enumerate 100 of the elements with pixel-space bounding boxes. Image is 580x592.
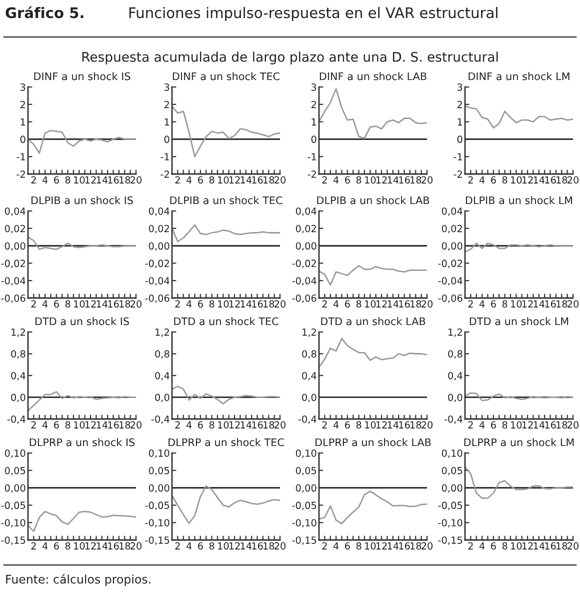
text: Funciones impulso-respuesta en el VAR estructural	[129, 6, 498, 22]
x-tick-label: 10	[365, 421, 376, 429]
y-tick-label: 0	[164, 136, 170, 144]
x-tick-label: 10	[511, 421, 522, 429]
x-tick-label: 2	[175, 176, 180, 184]
x-tick-label: 6	[345, 421, 350, 429]
x-tick-label: 6	[345, 300, 350, 308]
x-tick-label: 6	[54, 421, 59, 429]
x-tick-label: 6	[198, 542, 203, 550]
y-tick-label: 1	[312, 118, 316, 126]
x-tick-label: 12	[376, 300, 387, 308]
x-tick-label: 10	[218, 542, 229, 550]
y-tick-label: -1	[454, 153, 462, 160]
y-tick-label: 0,0	[11, 394, 26, 402]
chart-title: DLPIB a un shock LAB	[317, 196, 430, 204]
x-tick-label: 16	[108, 542, 119, 550]
x-tick-label: 14	[240, 176, 252, 184]
x-tick-label: 16	[252, 421, 263, 429]
y-tick-label: 0,8	[11, 350, 26, 359]
y-tick-label: -0,15	[438, 536, 462, 545]
y-tick-label: -0,10	[292, 519, 316, 528]
x-tick-label: 8	[209, 300, 214, 308]
x-tick-label: 18	[410, 542, 422, 550]
x-tick-label: 16	[399, 300, 410, 308]
x-tick-label: 8	[65, 300, 70, 308]
y-tick-label: -0,15	[292, 536, 316, 545]
y-tick-label: 0,00	[148, 242, 170, 251]
text: Gráfico 5.	[6, 6, 84, 18]
x-tick-label: 10	[218, 300, 229, 308]
y-tick-label: 0	[457, 136, 462, 144]
x-tick-label: 6	[491, 421, 496, 429]
y-tick-label: -0,06	[438, 294, 462, 303]
y-tick-label: -0,10	[1, 519, 26, 528]
y-tick-label: 0,04	[4, 207, 26, 216]
x-tick-label: 4	[186, 176, 192, 184]
chart-title: DLPIB a un shock IS	[32, 196, 133, 204]
y-tick-label: -0,4	[444, 415, 462, 424]
y-tick-label: -0,05	[438, 502, 462, 510]
x-tick-label: 4	[186, 542, 192, 550]
y-tick-label: -0,15	[145, 536, 170, 545]
x-tick-label: 14	[388, 421, 399, 428]
x-tick-label: 8	[502, 300, 508, 308]
chart-title: DINF a un shock IS	[34, 72, 130, 80]
x-tick-label: 16	[545, 542, 556, 550]
x-tick-label: 10	[218, 176, 229, 184]
x-tick-label: 16	[252, 176, 263, 184]
chart-title: DTD a un shock TEC	[174, 317, 278, 326]
y-tick-label: -0,02	[1, 260, 25, 268]
x-tick-label: 20	[130, 176, 142, 184]
x-tick-label: 2	[322, 421, 327, 428]
x-tick-label: 8	[209, 421, 214, 429]
x-tick-label: 12	[85, 300, 96, 308]
x-tick-label: 6	[54, 542, 59, 550]
x-tick-label: 4	[479, 176, 485, 184]
x-tick-label: 2	[31, 176, 36, 184]
chart-title: DLPRP a un shock LM	[464, 438, 574, 446]
x-tick-label: 4	[333, 300, 339, 308]
y-tick-label: -0,05	[145, 502, 170, 510]
x-tick-label: 20	[274, 421, 286, 429]
y-tick-label: 2	[164, 100, 169, 108]
y-tick-label: 0,05	[442, 466, 462, 476]
x-tick-label: 2	[468, 542, 473, 550]
x-tick-label: 20	[422, 176, 433, 184]
y-tick-label: -1	[160, 153, 170, 160]
x-tick-label: 2	[322, 542, 327, 550]
x-tick-label: 4	[42, 542, 48, 550]
x-tick-label: 18	[556, 542, 568, 550]
y-tick-label: 1,2	[12, 328, 25, 337]
x-tick-label: 2	[175, 421, 180, 428]
x-tick-label: 14	[96, 421, 108, 428]
x-tick-label: 14	[534, 542, 545, 550]
x-tick-label: 6	[54, 300, 59, 308]
x-tick-label: 14	[96, 300, 108, 308]
y-tick-label: 0,00	[442, 242, 462, 251]
x-tick-label: 4	[479, 421, 485, 428]
x-tick-label: 8	[65, 542, 70, 550]
x-tick-label: 2	[31, 300, 36, 308]
x-tick-label: 14	[240, 300, 252, 308]
source-note: Fuente: cálculos propios.	[6, 574, 150, 586]
x-tick-label: 10	[218, 421, 229, 429]
x-tick-label: 18	[120, 421, 130, 429]
x-tick-label: 4	[42, 176, 48, 184]
x-tick-label: 12	[522, 421, 533, 428]
y-tick-label: 0,10	[4, 449, 26, 458]
x-tick-label: 20	[422, 421, 433, 429]
text: Respuesta acumulada de largo plazo ante una D. S. estructural	[82, 52, 498, 64]
x-tick-label: 18	[120, 176, 130, 184]
y-tick-label: -2	[160, 170, 169, 178]
x-tick-label: 10	[74, 176, 85, 184]
x-tick-label: 2	[468, 176, 473, 184]
x-tick-label: 20	[130, 300, 142, 308]
y-tick-label: -2	[308, 170, 316, 178]
x-tick-label: 12	[85, 421, 96, 428]
x-tick-label: 6	[198, 421, 203, 429]
x-tick-label: 16	[545, 421, 556, 429]
x-tick-label: 8	[209, 176, 214, 184]
x-tick-label: 4	[333, 542, 339, 550]
x-tick-label: 10	[365, 176, 376, 184]
chart-title: DLPIB a un shock LM	[466, 196, 572, 204]
x-tick-label: 20	[274, 176, 286, 184]
